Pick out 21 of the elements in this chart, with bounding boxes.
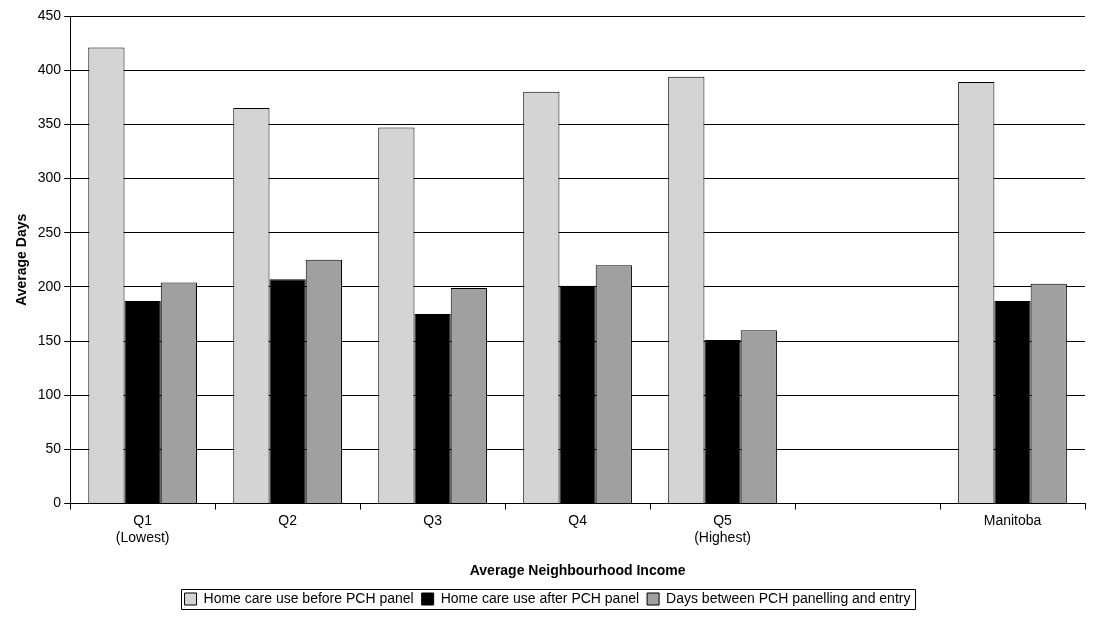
y-tick-label: 400: [37, 61, 62, 78]
x-tick-label: Q5 (Highest): [694, 511, 751, 545]
legend-label: Home care use before PCH panel: [203, 589, 414, 606]
y-tick-label: 0: [53, 494, 62, 511]
x-tick-label: Q3: [423, 511, 443, 528]
y-tick-label: 300: [37, 169, 62, 186]
x-axis-title: Average Neighbourhood Income: [469, 562, 686, 579]
y-tick-label: 150: [37, 331, 62, 348]
y-axis-title: Average Days: [13, 213, 30, 306]
y-tick-label: 350: [37, 115, 62, 132]
x-tick-label: Q1 (Lowest): [115, 511, 170, 545]
y-tick-label: 450: [37, 6, 62, 23]
y-tick-label: 50: [45, 440, 62, 457]
x-tick-label: Manitoba: [983, 511, 1042, 528]
legend-label: Days between PCH panelling and entry: [666, 589, 911, 606]
x-tick-label: Q4: [568, 511, 588, 528]
y-tick-label: 100: [37, 386, 62, 403]
x-tick-label: Q2: [278, 511, 298, 528]
y-tick-label: 250: [37, 223, 62, 240]
legend-label: Home care use after PCH panel: [440, 589, 640, 606]
y-tick-label: 200: [37, 277, 62, 294]
